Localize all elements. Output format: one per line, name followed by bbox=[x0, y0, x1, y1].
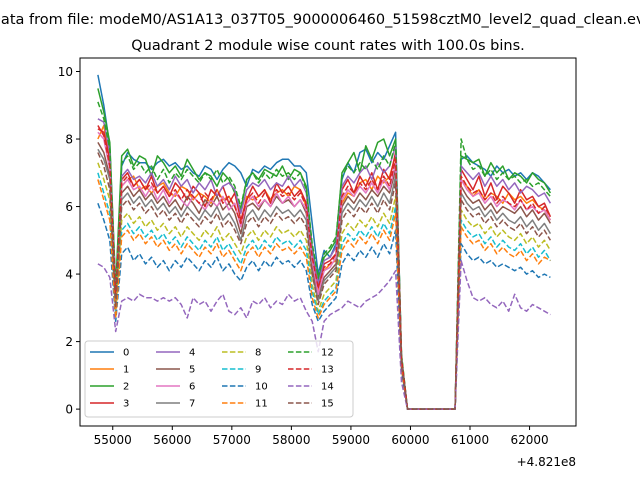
x-tick-label: 56000 bbox=[153, 433, 191, 447]
series-line-10 bbox=[97, 202, 551, 410]
x-tick-label: 61000 bbox=[451, 433, 489, 447]
plot-frame bbox=[79, 57, 577, 427]
series-line-2 bbox=[97, 88, 552, 410]
series-line-0 bbox=[97, 74, 551, 410]
x-tick-label: 62000 bbox=[510, 433, 548, 447]
y-tick-label: 6 bbox=[65, 200, 73, 214]
legend-label-1: 1 bbox=[123, 365, 129, 376]
x-tick-label: 59000 bbox=[332, 433, 370, 447]
series-line-6 bbox=[97, 131, 552, 410]
legend-label-14: 14 bbox=[321, 382, 334, 393]
y-tick-label: 2 bbox=[65, 335, 73, 349]
series-line-14 bbox=[97, 259, 551, 410]
legend-label-12: 12 bbox=[321, 348, 334, 359]
x-tick-label: 55000 bbox=[94, 433, 132, 447]
legend-label-0: 0 bbox=[123, 348, 129, 359]
series-line-15 bbox=[97, 152, 552, 410]
legend-label-10: 10 bbox=[255, 382, 268, 393]
legend-label-3: 3 bbox=[123, 399, 129, 410]
legend-label-5: 5 bbox=[189, 365, 195, 376]
legend-label-13: 13 bbox=[321, 365, 334, 376]
series-line-3 bbox=[97, 128, 552, 410]
x-tick-label: 57000 bbox=[213, 433, 251, 447]
series-line-9 bbox=[97, 172, 552, 410]
x-tick-label: 58000 bbox=[272, 433, 310, 447]
legend-box bbox=[84, 340, 354, 418]
y-tick-label: 0 bbox=[65, 403, 73, 417]
legend-label-9: 9 bbox=[255, 365, 261, 376]
series-line-7 bbox=[97, 148, 552, 410]
legend-label-15: 15 bbox=[321, 399, 334, 410]
figure-suptitle: Data from file: modeM0/AS1A13_037T05_900… bbox=[0, 12, 640, 28]
series-line-11 bbox=[97, 179, 551, 410]
series-layer bbox=[97, 74, 552, 410]
chart-title: Quadrant 2 module wise count rates with … bbox=[131, 38, 525, 54]
x-axis: 55000 56000 57000 58000 59000 60000 61000 62000 bbox=[94, 426, 549, 447]
x-offset-label: +4.821e8 bbox=[517, 455, 576, 469]
series-line-13 bbox=[97, 125, 552, 410]
legend-label-4: 4 bbox=[189, 348, 195, 359]
legend-label-8: 8 bbox=[255, 348, 261, 359]
legend-label-2: 2 bbox=[123, 382, 129, 393]
legend-label-11: 11 bbox=[255, 399, 268, 410]
y-tick-label: 10 bbox=[58, 65, 73, 79]
series-line-5 bbox=[97, 142, 552, 410]
series-line-8 bbox=[97, 162, 552, 410]
legend-label-7: 7 bbox=[189, 399, 195, 410]
y-tick-label: 8 bbox=[65, 133, 73, 147]
x-tick-label: 60000 bbox=[391, 433, 429, 447]
series-line-12 bbox=[97, 101, 551, 410]
legend-label-6: 6 bbox=[189, 382, 195, 393]
y-tick-label: 4 bbox=[65, 268, 73, 282]
series-line-4 bbox=[97, 118, 552, 410]
y-axis: 0 2 4 6 8 10 bbox=[58, 65, 80, 417]
